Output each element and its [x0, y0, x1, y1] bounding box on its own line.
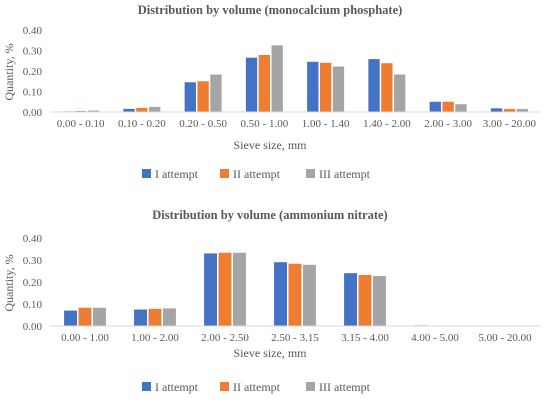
y-tick-label: 0.10: [23, 299, 43, 311]
bar: [210, 74, 222, 112]
bar: [136, 107, 148, 112]
x-tick-label: 0.10 - 0.20: [118, 118, 166, 130]
y-tick-label: 0.40: [23, 233, 43, 245]
legend-label: II attempt: [233, 167, 281, 181]
bar: [516, 108, 528, 112]
bar: [344, 273, 358, 326]
x-tick-label: 2.00 - 2.50: [201, 332, 249, 344]
legend-label: III attempt: [319, 167, 371, 181]
legend-swatch: [220, 382, 229, 391]
x-tick-label: 1.00 - 1.40: [302, 118, 350, 130]
legend-label: II attempt: [233, 380, 281, 394]
bar: [218, 252, 232, 326]
bar: [258, 55, 271, 112]
chart-title: Distribution by volume (ammonium nitrate…: [152, 208, 387, 222]
bar: [394, 74, 406, 112]
bar: [149, 106, 161, 113]
legend-swatch: [306, 382, 315, 391]
chart-title: Distribution by volume (monocalcium phos…: [138, 3, 403, 17]
bar: [429, 101, 441, 112]
legend-swatch: [306, 169, 315, 178]
x-tick-label: 0.00 - 1.00: [61, 332, 109, 344]
x-tick-label: 0.20 - 0.50: [179, 118, 227, 130]
bar: [302, 264, 316, 326]
legend-swatch: [142, 382, 151, 391]
chart-2-svg: Distribution by volume (ammonium nitrate…: [2, 208, 540, 394]
bar: [245, 57, 258, 112]
bar: [78, 307, 92, 326]
bar: [319, 62, 332, 112]
chart-ammonium-nitrate: Distribution by volume (ammonium nitrate…: [0, 200, 550, 403]
x-tick-label: 0.50 - 1.00: [241, 118, 289, 130]
x-tick-label: 0.00 - 0.10: [57, 118, 105, 130]
x-tick-label: 2.50 - 3.15: [271, 332, 319, 344]
bar: [332, 66, 345, 112]
bar: [288, 263, 302, 326]
y-tick-label: 0.30: [23, 46, 43, 58]
bar: [271, 45, 283, 113]
bar: [490, 108, 503, 112]
x-axis-label: Sieve size, mm: [234, 138, 308, 152]
chart-monocalcium-phosphate: Distribution by volume (monocalcium phos…: [0, 0, 550, 200]
legend-label: III attempt: [319, 380, 371, 394]
bar: [372, 276, 386, 326]
x-tick-label: 5.00 - 20.00: [478, 332, 532, 344]
bar: [197, 81, 209, 112]
legend-label: I attempt: [155, 380, 199, 394]
y-tick-label: 0.00: [23, 321, 43, 333]
x-tick-label: 3.15 - 4.00: [341, 332, 389, 344]
bar: [358, 274, 372, 326]
x-axis-label: Sieve size, mm: [234, 346, 308, 360]
bar: [442, 101, 454, 112]
legend: I attempt II attempt III attempt: [142, 167, 371, 181]
bar: [204, 253, 218, 326]
bar: [232, 252, 246, 326]
y-tick-label: 0.20: [23, 277, 43, 289]
y-tick-label: 0.20: [23, 66, 43, 78]
x-tick-label: 4.00 - 5.00: [411, 332, 459, 344]
bar: [148, 308, 162, 326]
bar: [64, 310, 78, 326]
bar: [92, 307, 106, 326]
bar: [87, 110, 100, 112]
legend-label: I attempt: [155, 167, 199, 181]
y-tick-label: 0.10: [23, 87, 43, 99]
x-tick-label: 2.00 - 3.00: [424, 118, 472, 130]
bar: [503, 108, 516, 112]
bar: [184, 82, 196, 112]
bar: [455, 104, 467, 112]
legend-swatch: [142, 169, 151, 178]
y-tick-label: 0.30: [23, 255, 43, 267]
bar: [74, 110, 87, 112]
x-tick-label: 1.40 - 2.00: [363, 118, 411, 130]
bar: [134, 309, 148, 326]
y-tick-label: 0.00: [23, 107, 43, 119]
chart-1-svg: Distribution by volume (monocalcium phos…: [2, 3, 540, 181]
bar: [381, 63, 393, 112]
y-axis-label: Quantity, %: [2, 43, 16, 100]
x-tick-label: 1.00 - 2.00: [131, 332, 179, 344]
bar: [123, 108, 135, 112]
legend: I attempt II attempt III attempt: [142, 380, 371, 394]
x-tick-label: 3.00 - 20.00: [483, 118, 537, 130]
bar: [368, 59, 380, 112]
bar: [307, 61, 319, 112]
legend-swatch: [220, 169, 229, 178]
bar: [162, 308, 176, 326]
bar: [274, 262, 288, 326]
y-axis-label: Quantity, %: [2, 254, 16, 311]
y-tick-label: 0.40: [23, 25, 43, 37]
